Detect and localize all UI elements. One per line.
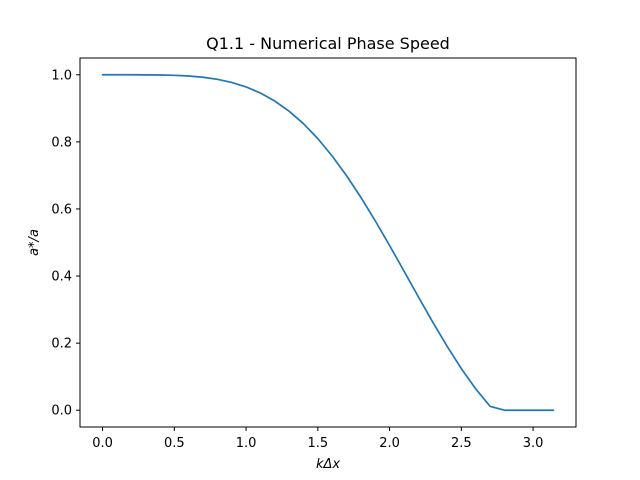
y-tick-label: 1.0 [51, 68, 72, 83]
axes-frame [79, 57, 577, 428]
x-tick-label: 1.0 [236, 436, 257, 451]
y-axis-ticks: 0.0 0.2 0.4 0.6 0.8 1.0 [51, 68, 80, 419]
x-tick-label: 3.0 [523, 436, 544, 451]
x-axis-ticks: 0.0 0.5 1.0 1.5 2.0 2.5 3.0 [92, 427, 543, 451]
plot-area [79, 57, 577, 428]
x-axis-label: kΔx [316, 457, 340, 472]
y-tick-label: 0.8 [51, 135, 72, 150]
y-tick-label: 0.4 [51, 270, 72, 285]
series-line-phase-speed [101, 73, 555, 412]
y-tick-label: 0.0 [51, 404, 72, 419]
x-tick-label: 2.0 [379, 436, 400, 451]
x-tick-label: 0.5 [164, 436, 185, 451]
y-axis-label: a*/a [27, 229, 42, 256]
x-tick-label: 1.5 [307, 436, 328, 451]
y-tick-label: 0.6 [51, 202, 72, 217]
chart-title: Q1.1 - Numerical Phase Speed [206, 34, 450, 53]
x-tick-label: 0.0 [92, 436, 113, 451]
y-tick-label: 0.2 [51, 337, 72, 352]
x-tick-label: 2.5 [451, 436, 472, 451]
